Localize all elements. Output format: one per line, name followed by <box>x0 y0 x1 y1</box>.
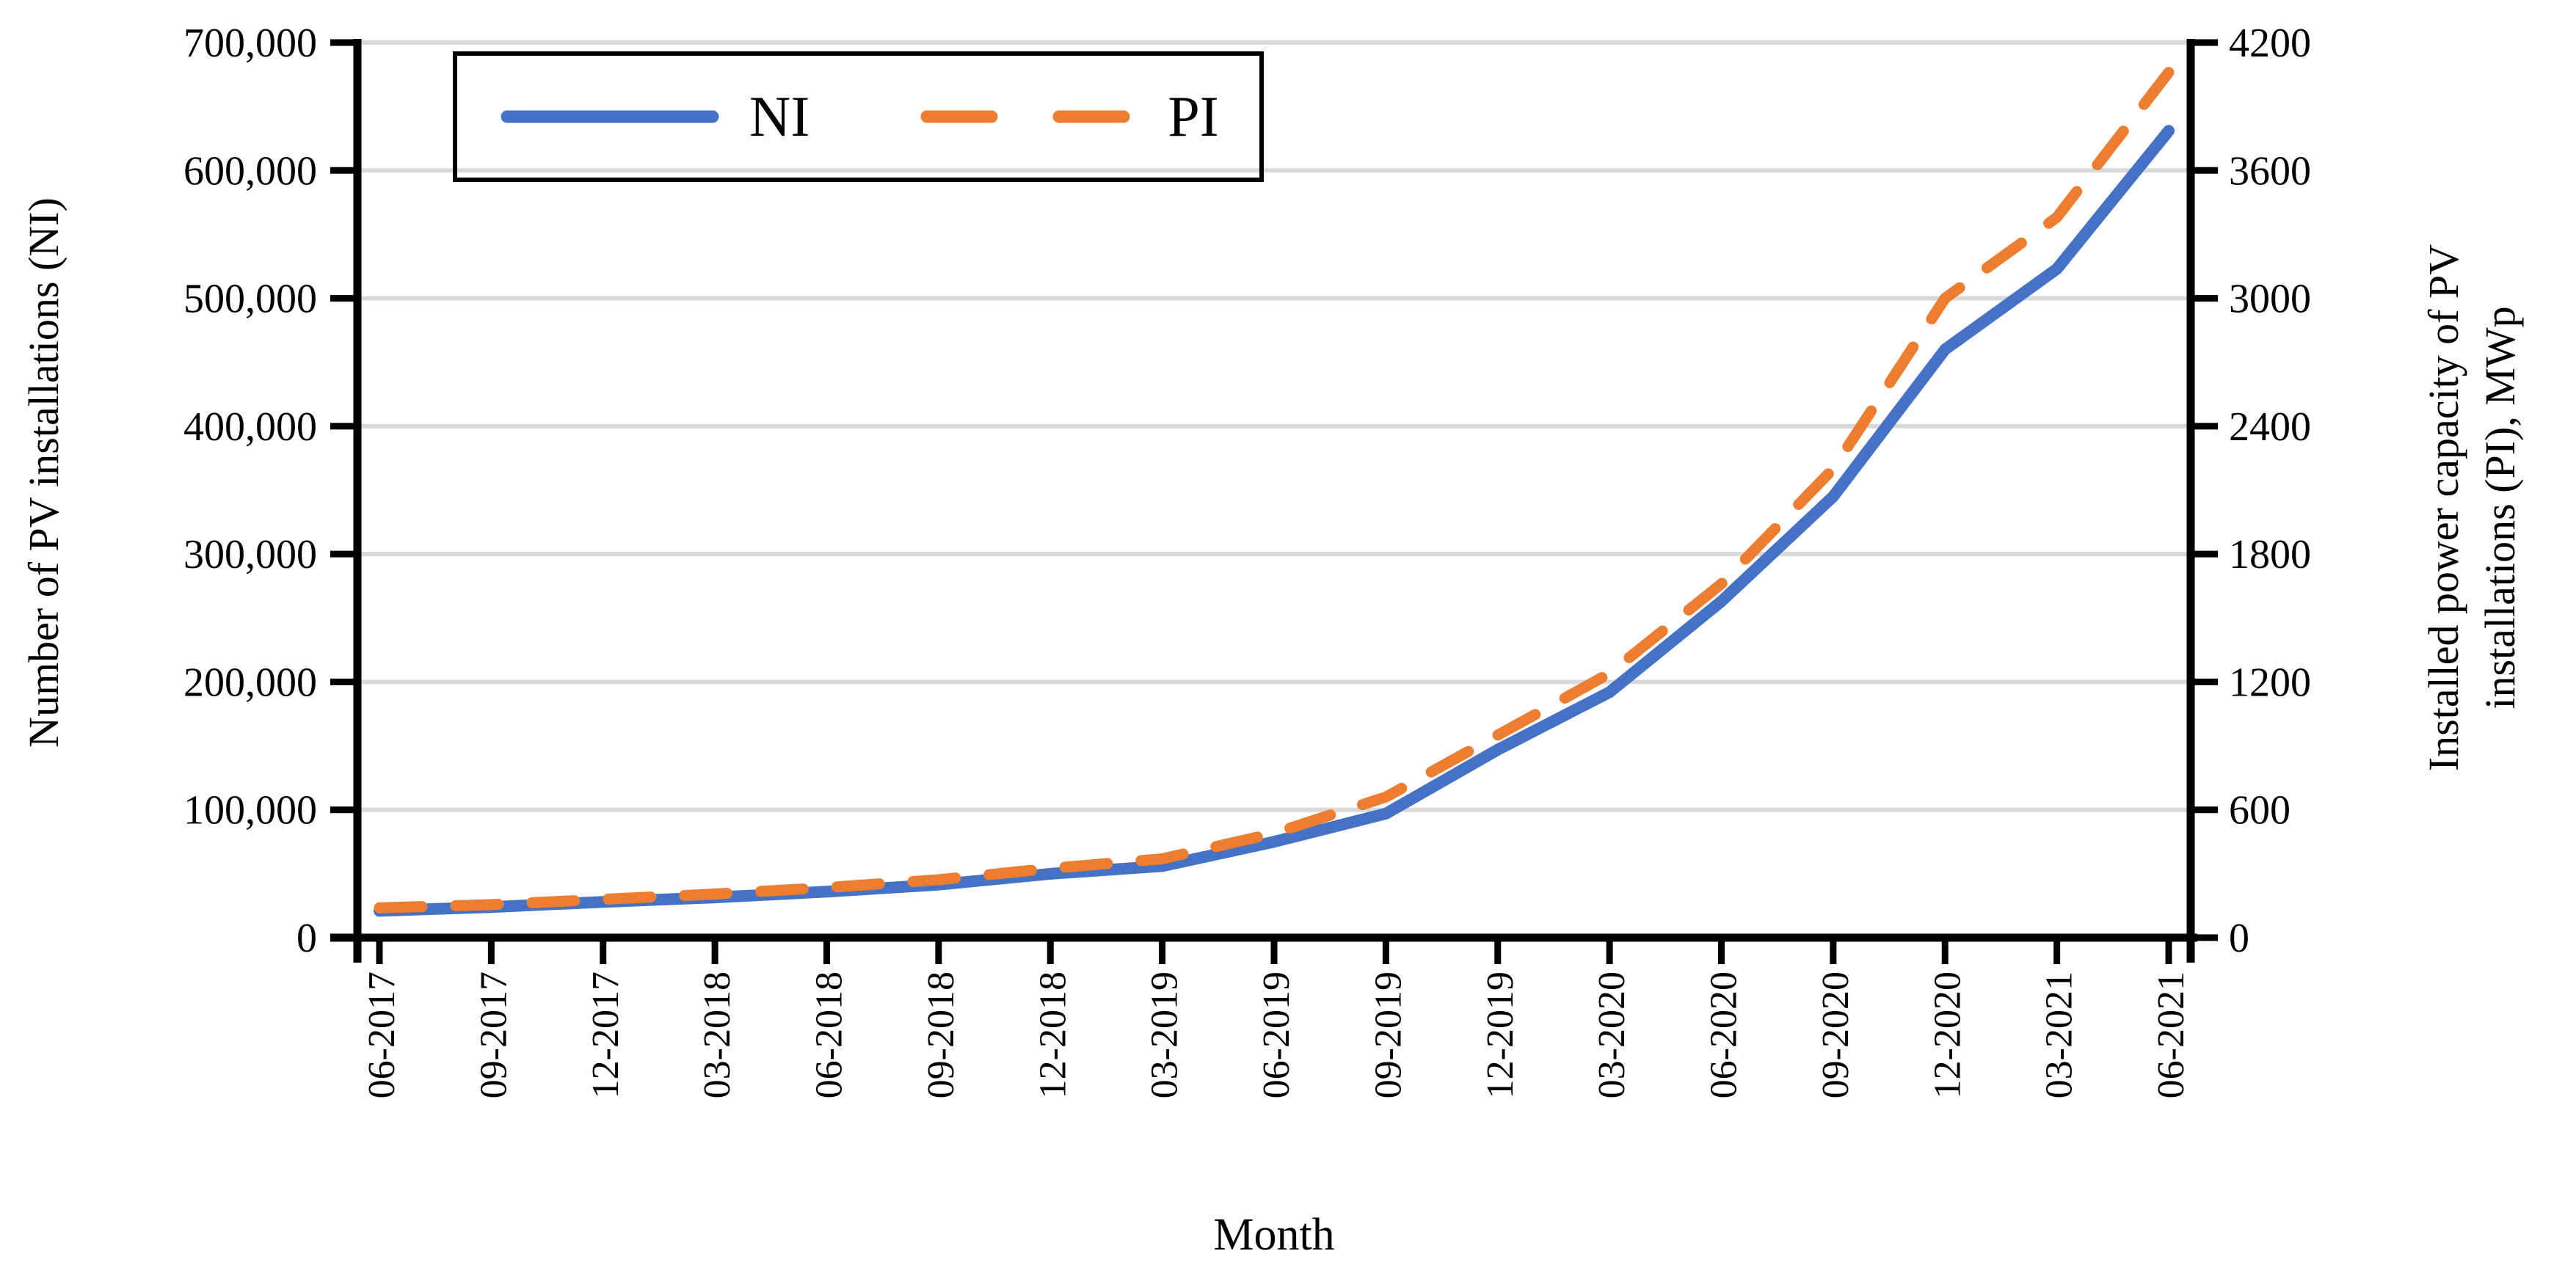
x-axis-tick-label: 06-2018 <box>809 971 851 1098</box>
left-axis-tick-label: 300,000 <box>183 532 317 577</box>
x-axis-tick-label: 03-2018 <box>696 971 738 1098</box>
left-axis-tick-label: 600,000 <box>183 148 317 194</box>
left-axis-tick-label: 100,000 <box>183 788 317 833</box>
right-axis-tick-label: 3000 <box>2229 277 2311 322</box>
x-axis-tick-label: 06-2019 <box>1256 971 1298 1098</box>
legend-pi-label: PI <box>1168 84 1219 148</box>
legend: NI PI <box>453 51 1264 182</box>
x-axis-tick-label: 12-2017 <box>585 971 627 1098</box>
right-axis-tick-label: 600 <box>2229 788 2291 833</box>
x-axis-tick-label: 09-2018 <box>920 971 962 1098</box>
x-axis-tick-label: 09-2017 <box>473 971 514 1098</box>
right-axis-tick-label: 1200 <box>2229 660 2311 705</box>
x-axis-tick-label: 06-2021 <box>2150 971 2192 1098</box>
x-axis-tick-label: 06-2020 <box>1703 971 1745 1098</box>
left-axis-title: Number of PV installations (NI) <box>20 197 68 748</box>
x-axis-tick-label: 09-2019 <box>1367 971 1409 1098</box>
legend-pi-line-sample <box>920 110 1136 123</box>
left-axis-tick-label: 0 <box>296 916 317 961</box>
x-axis-tick-label: 06-2017 <box>361 971 403 1098</box>
right-axis-title-line1: Installed power capacity of PV <box>2420 244 2467 772</box>
left-axis-tick-label: 500,000 <box>183 277 317 322</box>
right-axis-tick-label: 1800 <box>2229 532 2311 577</box>
right-axis-tick-label: 4200 <box>2229 21 2311 66</box>
pi-data-line <box>374 67 2175 913</box>
right-axis-title: Installed power capacity of PV installat… <box>2416 0 2533 1029</box>
x-axis-tick-label: 03-2019 <box>1144 971 1186 1098</box>
left-axis-tick-label: 700,000 <box>183 21 317 66</box>
legend-ni-label: NI <box>749 84 810 148</box>
right-axis-tick-label: 3600 <box>2229 148 2311 194</box>
x-axis-tick-label: 09-2020 <box>1815 971 1857 1098</box>
x-axis-tick-label: 03-2021 <box>2039 971 2081 1098</box>
x-axis-tick-label: 12-2018 <box>1032 971 1074 1098</box>
legend-ni-line-sample <box>501 110 719 123</box>
x-axis-title: Month <box>1213 1210 1335 1260</box>
ni-data-line <box>374 125 2175 917</box>
x-axis-tick-label: 03-2020 <box>1591 971 1633 1098</box>
x-axis-tick-label: 12-2020 <box>1926 971 1968 1098</box>
right-axis-title-line2: installations (PI), MWp <box>2475 306 2524 710</box>
right-axis-tick-label: 2400 <box>2229 404 2311 450</box>
x-axis-tick-label: 12-2019 <box>1480 971 1521 1098</box>
left-axis-tick-label: 200,000 <box>183 660 317 705</box>
left-axis-tick-label: 400,000 <box>183 404 317 450</box>
right-axis-tick-label: 0 <box>2229 916 2249 961</box>
